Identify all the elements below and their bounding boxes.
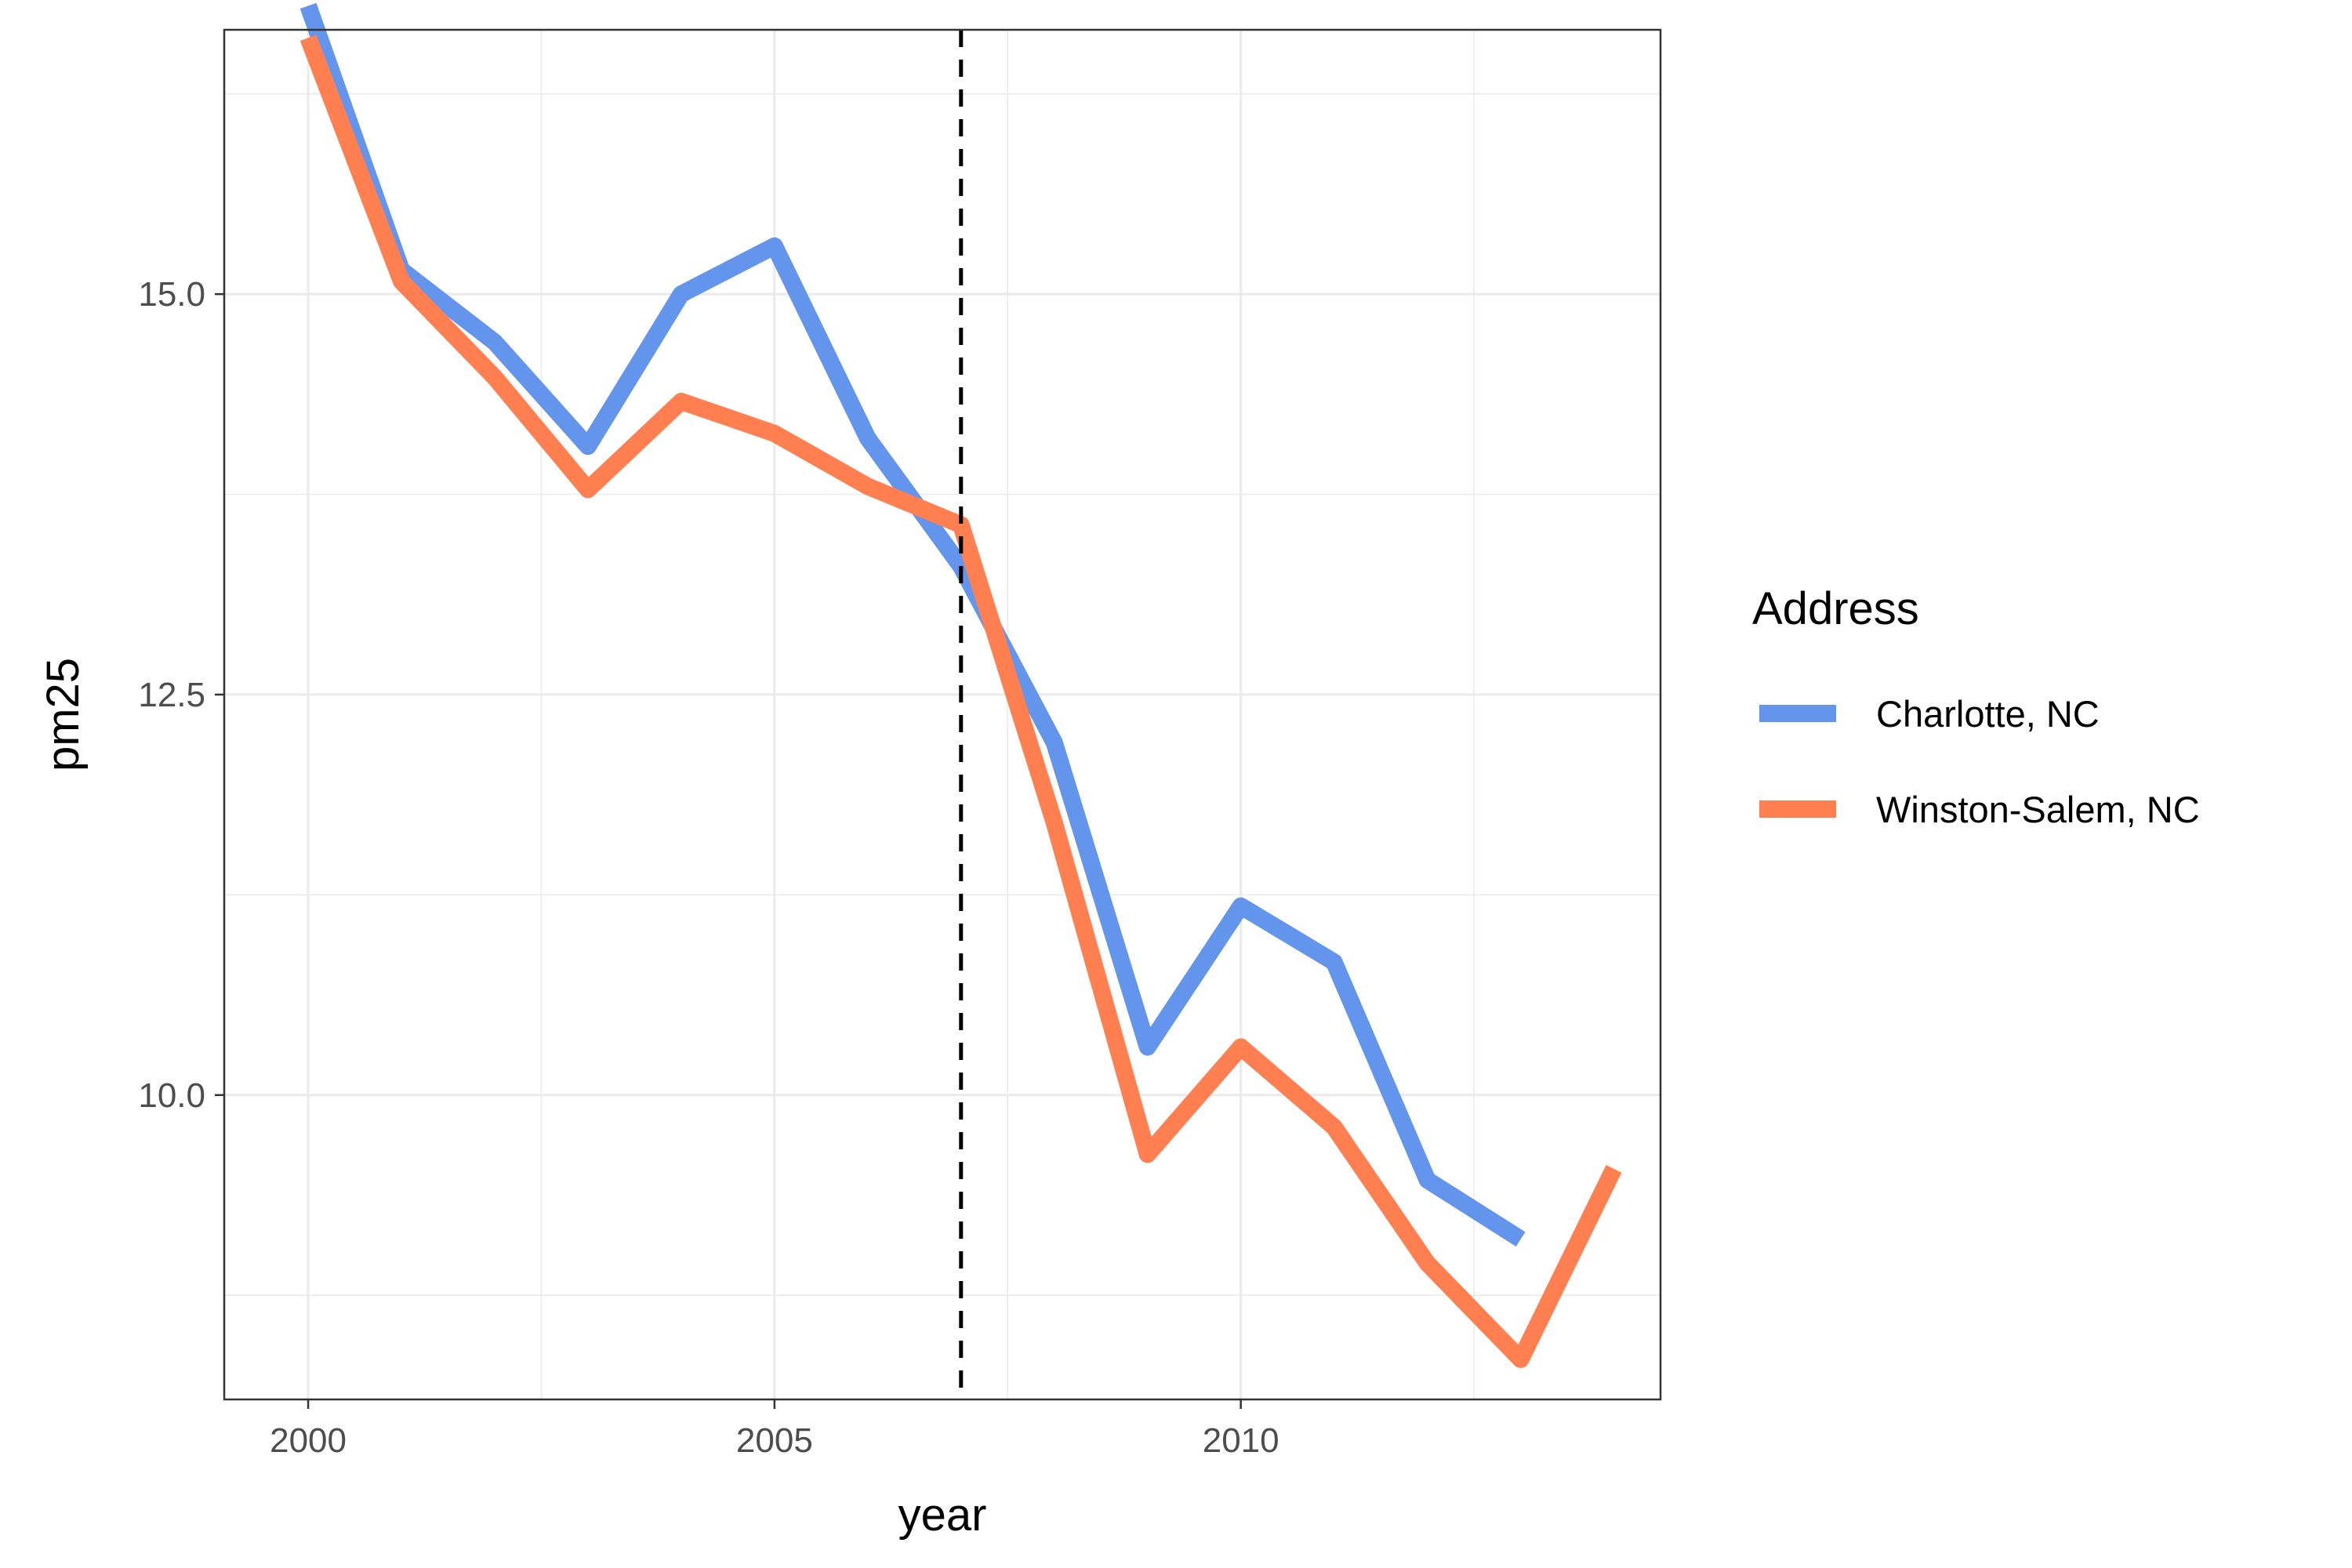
- y-tick-label: 10.0: [138, 1076, 205, 1115]
- plot-border: [223, 28, 1662, 1401]
- legend-label-1: Winston-Salem, NC: [1876, 789, 2200, 830]
- legend-items: Charlotte, NC Winston-Salem, NC: [1759, 693, 2200, 830]
- x-tick-label: 2010: [1203, 1421, 1279, 1460]
- series-line-1: [299, 34, 1622, 1368]
- x-axis-title: year: [898, 1490, 987, 1541]
- major-gridlines: [224, 30, 1661, 1399]
- x-tick-label: 2000: [270, 1421, 347, 1460]
- series-lines: [299, 2, 1622, 1368]
- x-axis: 2000 2005 2010: [270, 1399, 1279, 1460]
- x-tick-label: 2005: [736, 1421, 813, 1460]
- y-tick-label: 12.5: [138, 676, 205, 714]
- y-axis: 10.0 12.5 15.0: [138, 275, 224, 1115]
- y-axis-title: pm25: [38, 658, 89, 771]
- y-tick-label: 15.0: [138, 275, 205, 314]
- legend-label-0: Charlotte, NC: [1876, 693, 2100, 735]
- minor-gridlines: [224, 30, 1661, 1399]
- legend-title: Address: [1752, 583, 1919, 634]
- legend: Address Charlotte, NC Winston-Salem, NC: [1752, 583, 2200, 830]
